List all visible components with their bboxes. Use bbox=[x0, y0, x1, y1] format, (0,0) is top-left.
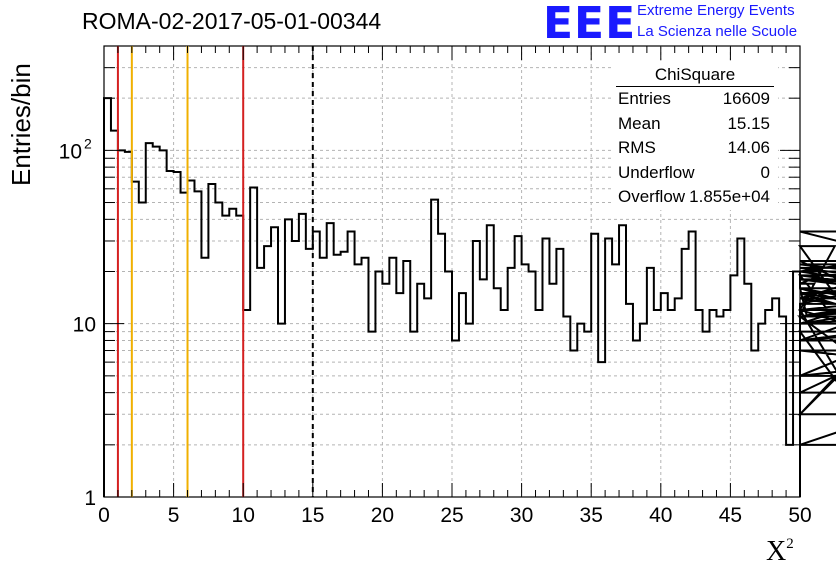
x-tick-label: 50 bbox=[788, 504, 811, 527]
stats-row-mean: Mean 15.15 bbox=[612, 112, 778, 137]
y-tick-label: 1 bbox=[84, 487, 96, 510]
x-tick-label: 45 bbox=[719, 504, 742, 527]
axis-ticks bbox=[103, 45, 801, 498]
x-tick-label: 0 bbox=[98, 504, 110, 527]
x-axis-label: X2 bbox=[766, 536, 794, 568]
stats-key: Mean bbox=[618, 113, 661, 133]
logo-line-1: Extreme Energy Events bbox=[637, 2, 795, 19]
x-axis-label-base: X bbox=[766, 536, 787, 567]
x-tick-label: 15 bbox=[301, 504, 324, 527]
stats-key: Overflow bbox=[618, 187, 686, 206]
stats-title: ChiSquare bbox=[616, 64, 774, 87]
eee-logo: EEE bbox=[543, 0, 637, 49]
stats-row-overflow: Overflow 1.855e+04 bbox=[612, 185, 778, 210]
stats-value: 16609 bbox=[722, 89, 770, 108]
y-tick-label-exponent: 2 bbox=[84, 135, 92, 151]
y-tick-label: 10 bbox=[59, 140, 82, 163]
stats-row-rms: RMS 14.06 bbox=[612, 136, 778, 161]
histogram-step-line bbox=[103, 97, 836, 497]
x-tick-label: 20 bbox=[371, 504, 394, 527]
x-tick-label: 40 bbox=[649, 504, 672, 527]
x-tick-label: 35 bbox=[580, 504, 603, 527]
x-tick-label: 30 bbox=[510, 504, 533, 527]
chart-title: ROMA-02-2017-05-01-00344 bbox=[82, 8, 382, 34]
stats-key: Entries bbox=[618, 89, 671, 108]
x-tick-label: 10 bbox=[232, 504, 255, 527]
grid-lines bbox=[104, 46, 800, 497]
reference-lines bbox=[116, 46, 314, 497]
y-tick-label: 10 bbox=[73, 314, 96, 337]
x-tick-label: 25 bbox=[440, 504, 463, 527]
stats-key: RMS bbox=[618, 138, 656, 157]
stats-key: Underflow bbox=[618, 162, 695, 182]
stats-box: ChiSquare Entries 16609 Mean 15.15 RMS 14.0… bbox=[612, 64, 778, 210]
stats-value: 14.06 bbox=[727, 138, 770, 157]
y-axis-label: Entries/bin bbox=[6, 63, 36, 186]
stats-value: 0 bbox=[760, 162, 770, 182]
x-axis-label-sup: 2 bbox=[786, 536, 794, 552]
stats-value: 15.15 bbox=[727, 113, 770, 133]
stats-value: 1.855e+04 bbox=[689, 187, 770, 206]
stats-row-entries: Entries 16609 bbox=[612, 87, 778, 112]
stats-row-underflow: Underflow 0 bbox=[612, 161, 778, 186]
logo-line-2: La Scienza nelle Scuole bbox=[637, 23, 798, 40]
x-tick-label: 5 bbox=[168, 504, 180, 527]
